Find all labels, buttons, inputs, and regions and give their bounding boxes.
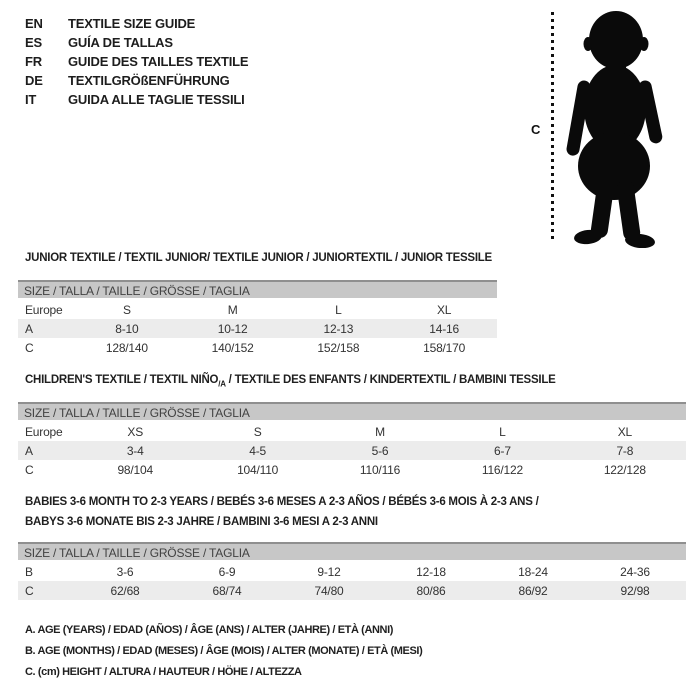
language-title: TEXTILGRÖßENFÜHRUNG [68, 73, 230, 88]
footnote-b: B. AGE (MONTHS) / EDAD (MESES) / ÂGE (MO… [25, 645, 423, 657]
height-cell: 122/128 [603, 462, 646, 477]
toddler-silhouette-icon [566, 11, 663, 248]
height-cell: 68/74 [212, 583, 242, 598]
language-row: IT GUIDA ALLE TAGLIE TESSILI [25, 90, 248, 109]
age-cell: 6-9 [218, 564, 236, 579]
language-row: ES GUÍA DE TALLAS [25, 33, 248, 52]
table-row: C 128/140 140/152 152/158 158/170 [18, 338, 497, 357]
footnote-a: A. AGE (YEARS) / EDAD (AÑOS) / ÂGE (ANS)… [25, 624, 393, 636]
babies-table: BABIES 3-6 MONTH TO 2-3 YEARS / BEBÉS 3-… [18, 496, 686, 602]
age-cell: 5-6 [371, 443, 389, 458]
age-cell: 12-18 [416, 564, 446, 579]
size-header-band: SIZE / TALLA / TAILLE / GRÖSSE / TAGLIA [18, 280, 497, 298]
size-cell: M [227, 302, 238, 317]
table-row: Europe S M L XL [18, 300, 497, 319]
size-cell: XL [617, 424, 632, 439]
table-row: Europe XS S M L XL [18, 422, 686, 441]
size-cell: XS [127, 424, 143, 439]
height-cell: 140/152 [211, 340, 254, 355]
title-subscript: /A [218, 379, 226, 389]
height-cell: 74/80 [314, 583, 344, 598]
size-cell: S [253, 424, 262, 439]
language-title-list: EN TEXTILE SIZE GUIDE ES GUÍA DE TALLAS … [25, 14, 249, 109]
height-cell: 62/68 [110, 583, 140, 598]
size-cell: M [375, 424, 385, 439]
age-cell: 4-5 [249, 443, 266, 458]
size-cell: L [499, 424, 506, 439]
table-row: A 3-4 4-5 5-6 6-7 7-8 [18, 441, 686, 460]
age-cell: 10-12 [217, 321, 248, 336]
height-measure-label: C [531, 122, 541, 137]
height-cell: 152/158 [317, 340, 360, 355]
age-cell: 24-36 [620, 564, 650, 579]
footnote-c: C. (cm) HEIGHT / ALTURA / HAUTEUR / HÖHE… [25, 666, 302, 678]
title-part: CHILDREN'S TEXTILE / TEXTIL NIÑO [25, 374, 219, 386]
height-cell: 86/92 [518, 583, 548, 598]
language-title: GUIDA ALLE TAGLIE TESSILI [68, 92, 245, 107]
row-label: A [25, 321, 33, 336]
height-cell: 110/116 [359, 462, 401, 477]
row-label: A [25, 443, 33, 458]
size-header-band: SIZE / TALLA / TAILLE / GRÖSSE / TAGLIA [18, 402, 686, 420]
row-label: C [25, 462, 34, 477]
age-cell: 8-10 [115, 321, 139, 336]
height-cell: 116/122 [481, 462, 523, 477]
language-code: DE [25, 73, 43, 88]
junior-table: JUNIOR TEXTILE / TEXTIL JUNIOR/ TEXTILE … [18, 252, 497, 358]
age-cell: 9-12 [317, 564, 341, 579]
age-cell: 6-7 [494, 443, 511, 458]
row-label: Europe [25, 424, 63, 439]
row-label: C [25, 340, 34, 355]
language-title: GUÍA DE TALLAS [68, 35, 173, 50]
language-row: FR GUIDE DES TAILLES TEXTILE [25, 52, 249, 71]
babies-table-title-line1: BABIES 3-6 MONTH TO 2-3 YEARS / BEBÉS 3-… [25, 496, 539, 508]
age-cell: 3-6 [116, 564, 134, 579]
junior-table-title: JUNIOR TEXTILE / TEXTIL JUNIOR/ TEXTILE … [25, 252, 492, 264]
language-row: DE TEXTILGRÖßENFÜHRUNG [25, 71, 248, 90]
table-row: C 98/104 104/110 110/116 116/122 122/128 [18, 460, 686, 479]
language-code: IT [25, 92, 37, 107]
babies-table-title-line2: BABYS 3-6 MONATE BIS 2-3 JAHRE / BAMBINI… [25, 516, 378, 528]
age-cell: 12-13 [323, 321, 354, 336]
language-code: FR [25, 54, 42, 69]
row-label: C [25, 583, 34, 598]
size-cell: S [122, 302, 131, 317]
footnote-legend: A. AGE (YEARS) / EDAD (AÑOS) / ÂGE (ANS)… [25, 624, 423, 687]
language-title: TEXTILE SIZE GUIDE [68, 16, 196, 31]
height-cell: 98/104 [117, 462, 153, 477]
children-table: CHILDREN'S TEXTILE / TEXTIL NIÑO/A / TEX… [18, 374, 686, 480]
size-cell: XL [436, 302, 452, 317]
row-label: B [25, 564, 33, 579]
title-part: / TEXTILE DES ENFANTS / KINDERTEXTIL / B… [225, 374, 556, 386]
height-cell: 158/170 [423, 340, 466, 355]
age-cell: 7-8 [616, 443, 634, 458]
language-code: ES [25, 35, 42, 50]
height-cell: 104/110 [237, 462, 279, 477]
children-table-title: CHILDREN'S TEXTILE / TEXTIL NIÑO/A / TEX… [25, 374, 556, 388]
size-cell: L [335, 302, 342, 317]
language-title: GUIDE DES TAILLES TEXTILE [68, 54, 249, 69]
size-header-band: SIZE / TALLA / TAILLE / GRÖSSE / TAGLIA [18, 542, 686, 560]
table-row: C 62/68 68/74 74/80 80/86 86/92 92/98 [18, 581, 686, 600]
table-row: B 3-6 6-9 9-12 12-18 18-24 24-36 [18, 562, 686, 581]
table-row: A 8-10 10-12 12-13 14-16 [18, 319, 497, 338]
height-cell: 92/98 [620, 583, 650, 598]
age-cell: 14-16 [429, 321, 459, 336]
language-code: EN [25, 16, 43, 31]
height-dotted-line [551, 12, 554, 242]
language-row: EN TEXTILE SIZE GUIDE [25, 14, 248, 33]
height-cell: 128/140 [105, 340, 148, 355]
age-cell: 3-4 [126, 443, 144, 458]
height-cell: 80/86 [416, 583, 446, 598]
row-label: Europe [25, 302, 63, 317]
age-cell: 18-24 [518, 564, 548, 579]
